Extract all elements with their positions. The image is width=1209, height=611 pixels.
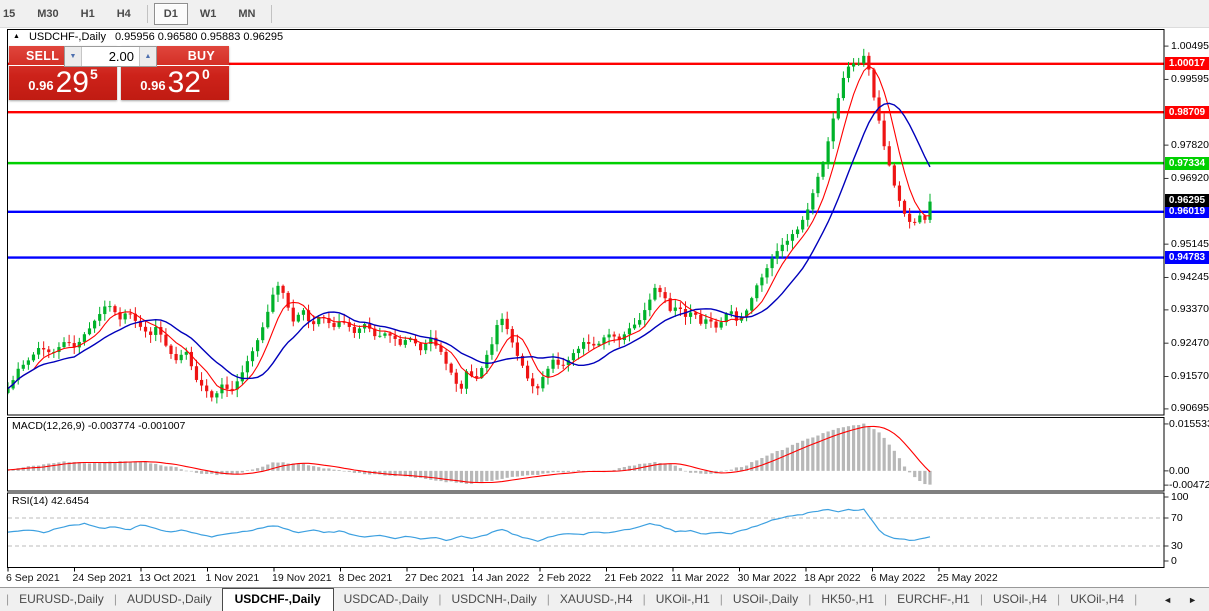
macd-indicator-label: MACD(12,26,9) -0.003774 -0.001007 (12, 420, 186, 432)
chart-tab-eurchf-h1[interactable]: EURCHF-,H1 (897, 592, 970, 606)
one-click-trading-panel: SELL 0.96 29 5 BUY 0.96 32 0 ▼ ▲ (9, 46, 229, 100)
tab-separator: | (113, 592, 117, 606)
buy-label: BUY (187, 48, 215, 63)
chart-tab-audusd-daily[interactable]: AUDUSD-,Daily (126, 592, 212, 606)
timeframe-button-h1[interactable]: H1 (71, 3, 105, 25)
toolbar-separator (271, 4, 273, 23)
sell-button[interactable]: SELL 0.96 29 5 (9, 46, 117, 100)
chart-tab-ukoil-h1[interactable]: UKOil-,H1 (655, 592, 710, 606)
chart-tab-usdcad-daily[interactable]: USDCAD-,Daily (343, 592, 429, 606)
chart-ohlc-values: 0.95956 0.96580 0.95883 0.96295 (114, 31, 284, 43)
buy-price: 0.96 32 0 (121, 66, 229, 99)
macd-layer (8, 423, 932, 485)
chart-tab-usoil-h4[interactable]: USOil-,H4 (992, 592, 1047, 606)
pane-frames (7, 29, 1165, 568)
toolbar-separator (146, 4, 148, 23)
tab-separator: | (979, 592, 983, 606)
tab-scroll-left-icon[interactable]: ◄ (1163, 595, 1173, 605)
tab-separator: | (1134, 592, 1138, 606)
chart-tab-ukoil-h4[interactable]: UKOil-,H4 (1070, 592, 1125, 606)
sell-price-sup: 5 (89, 66, 98, 82)
tab-separator: | (1056, 592, 1061, 606)
chart-tab-eurusd-daily[interactable]: EURUSD-,Daily (19, 592, 104, 606)
buy-price-sup: 0 (201, 66, 210, 82)
tab-separator: | (884, 592, 888, 606)
chart-symbol-label: USDCHF-,Daily (28, 31, 106, 43)
timeframe-button-h4[interactable]: H4 (107, 3, 141, 25)
sell-price: 0.96 29 5 (9, 66, 117, 99)
volume-input[interactable] (82, 47, 139, 66)
volume-stepper: ▼ ▲ (64, 46, 157, 67)
collapse-icon[interactable]: ▲ (13, 32, 20, 40)
tab-separator: | (642, 592, 646, 606)
timeframe-button-d1[interactable]: D1 (153, 2, 188, 25)
chart-tab-bar: | EURUSD-,Daily | AUDUSD-,Daily USDCHF-,Dail… (0, 587, 1209, 611)
timeframe-button-m30[interactable]: M30 (27, 3, 68, 25)
tab-scroll-right-icon[interactable]: ► (1188, 595, 1197, 605)
tab-scroll-arrows: ◄ ► (1151, 595, 1209, 611)
chart-tab-hk50-h1[interactable]: HK50-,H1 (821, 592, 875, 606)
timeframe-button-15[interactable]: 15 (0, 3, 25, 25)
buy-price-big: 32 (167, 66, 201, 99)
tab-separator: | (438, 592, 442, 606)
tab-separator: | (719, 592, 723, 606)
timeframe-toolbar: 15 M30 H1 H4 D1 W1 MN (0, 0, 1209, 28)
candles-layer (8, 48, 932, 404)
sell-price-small: 0.96 (28, 78, 54, 93)
rsi-layer (8, 508, 1164, 547)
axis-ticks (7, 45, 1169, 572)
tab-separator: | (808, 592, 812, 606)
volume-increase-icon[interactable]: ▲ (139, 47, 156, 66)
chart-title: ▲ USDCHF-,Daily 0.95956 0.96580 0.95883 … (13, 31, 283, 43)
timeframe-button-w1[interactable]: W1 (190, 3, 227, 25)
tab-separator: | (546, 592, 550, 606)
timeframe-button-mn[interactable]: MN (228, 3, 265, 25)
sell-label: SELL (26, 48, 60, 63)
tab-separator: | (6, 592, 10, 606)
moving-averages-layer (8, 65, 931, 392)
rsi-indicator-label: RSI(14) 42.6454 (12, 495, 90, 507)
sell-price-big: 29 (55, 66, 89, 99)
chart-tab-usdcnh-daily[interactable]: USDCNH-,Daily (451, 592, 537, 606)
chart-tab-usdchf-daily[interactable]: USDCHF-,Daily (221, 588, 334, 611)
chart-tab-xauusd-h4[interactable]: XAUUSD-,H4 (559, 592, 633, 606)
volume-decrease-icon[interactable]: ▼ (65, 47, 82, 66)
chart-window (0, 28, 1209, 587)
buy-price-small: 0.96 (140, 78, 166, 93)
chart-tab-usoil-daily[interactable]: USOil-,Daily (732, 592, 799, 606)
